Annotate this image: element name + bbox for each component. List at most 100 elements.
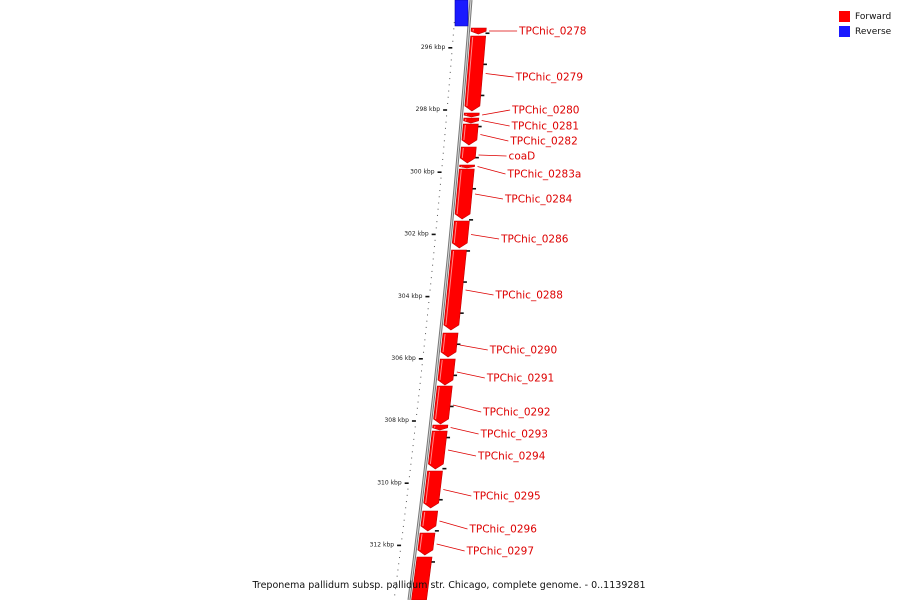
ruler-minor-tick <box>432 264 434 266</box>
gene-label[interactable]: TPChic_0291 <box>486 373 554 385</box>
gene-arrow[interactable] <box>463 117 480 124</box>
gene-arrow[interactable] <box>463 112 480 118</box>
gene-arrow[interactable] <box>437 358 456 386</box>
gene-label-leader <box>459 344 488 351</box>
ruler-major-tick <box>431 233 436 236</box>
ruler-minor-tick <box>448 84 450 86</box>
gene-arrow[interactable] <box>433 385 453 425</box>
gene-arrow[interactable] <box>470 27 487 35</box>
ruler-side-tick <box>442 467 447 470</box>
ruler-side-tick <box>449 405 454 408</box>
gene-arrow-highlight <box>456 169 462 215</box>
gene-label[interactable]: TPChic_0283a <box>507 169 582 181</box>
gene-label-leader <box>485 73 514 78</box>
gene-label[interactable]: TPChic_0279 <box>515 72 583 84</box>
ruler-minor-tick <box>430 283 432 285</box>
gene-arrow[interactable] <box>454 168 475 220</box>
gene-arrow[interactable] <box>443 249 467 331</box>
ruler-minor-tick <box>442 158 444 160</box>
gene-label-leader <box>481 120 510 127</box>
gene-arrow[interactable] <box>459 164 475 169</box>
ruler-minor-tick <box>413 438 415 440</box>
ruler-side-tick <box>446 436 451 439</box>
ruler-tick-label: 308 kbp <box>384 417 409 424</box>
ruler-side-tick <box>453 374 458 377</box>
ruler-major-tick <box>397 544 402 547</box>
gene-arrow[interactable] <box>428 430 448 470</box>
gene-arrow[interactable] <box>459 146 477 164</box>
ruler-minor-tick <box>452 40 454 42</box>
gene-label-leader <box>471 234 500 240</box>
ruler-minor-tick <box>444 127 446 129</box>
gene-arrow[interactable] <box>432 424 449 431</box>
gene-label[interactable]: TPChic_0296 <box>468 524 537 536</box>
gene-arrow[interactable] <box>420 510 439 532</box>
legend-label-forward: Forward <box>855 11 892 22</box>
gene-label[interactable]: TPChic_0297 <box>466 546 534 558</box>
gene-label[interactable]: TPChic_0282 <box>509 136 577 148</box>
gene-label-leader <box>478 154 507 157</box>
gene-arrow-highlight <box>463 124 466 141</box>
legend-label-reverse: Reverse <box>855 26 892 37</box>
gene-label-leader <box>482 109 511 116</box>
ruler-minor-tick <box>394 594 396 596</box>
legend-item-forward: Forward <box>839 9 891 24</box>
gene-label[interactable]: TPChic_0295 <box>472 491 540 503</box>
ruler-minor-tick <box>443 140 445 142</box>
gene-label[interactable]: TPChic_0280 <box>511 105 579 117</box>
ruler-major-tick <box>404 482 409 484</box>
gene-label[interactable]: TPChic_0284 <box>504 194 573 206</box>
ruler-minor-tick <box>405 507 407 509</box>
legend-item-reverse: Reverse <box>839 24 891 39</box>
ruler-tick-label: 306 kbp <box>391 355 416 362</box>
gene-arrow[interactable] <box>423 470 443 509</box>
ruler-side-tick <box>469 219 474 221</box>
ruler-minor-tick <box>418 389 420 391</box>
ruler-minor-tick <box>417 401 419 403</box>
gene-label[interactable]: TPChic_0294 <box>477 451 546 463</box>
ruler-minor-tick <box>437 208 439 210</box>
gene-arrow[interactable] <box>417 532 436 556</box>
gene-arrow[interactable] <box>451 220 470 249</box>
gene-label[interactable]: TPChic_0281 <box>511 121 579 133</box>
ruler-minor-tick <box>449 71 451 73</box>
ruler-minor-tick <box>395 588 397 590</box>
gene-arrow-highlight <box>466 36 474 107</box>
ruler-tick-label: 296 kbp <box>421 44 446 51</box>
ruler-minor-tick <box>402 532 404 534</box>
ruler-minor-tick <box>440 177 442 179</box>
ruler-minor-tick <box>412 445 414 447</box>
gene-label[interactable]: TPChic_0278 <box>518 26 586 38</box>
gene-arrow[interactable] <box>461 123 479 146</box>
gene-label[interactable]: TPChic_0290 <box>489 345 557 357</box>
gene-label-leader <box>450 427 479 435</box>
ruler-minor-tick <box>446 115 448 117</box>
ruler-side-tick <box>466 250 471 252</box>
ruler-major-tick <box>425 295 430 298</box>
gene-arrow-highlight <box>419 533 423 551</box>
gene-arrow-partial[interactable] <box>411 556 433 600</box>
gene-label[interactable]: TPChic_0292 <box>482 407 550 419</box>
ruler-minor-tick <box>414 432 416 434</box>
ruler-side-tick <box>480 94 485 97</box>
gene-arrow[interactable] <box>440 332 459 358</box>
ruler-minor-tick <box>453 22 455 24</box>
ruler-minor-tick <box>419 382 421 384</box>
ruler-major-tick <box>448 47 453 49</box>
gene-arrow[interactable] <box>464 35 487 112</box>
reverse-gene-arrow[interactable] <box>454 0 469 27</box>
ruler-minor-tick <box>439 190 441 192</box>
ruler-minor-tick <box>453 28 455 30</box>
ruler-minor-tick <box>424 339 426 341</box>
gene-label[interactable]: TPChic_0288 <box>495 290 563 302</box>
ruler-side-tick <box>474 156 479 159</box>
gene-label[interactable]: coaD <box>509 151 536 163</box>
gene-arrow-highlight <box>453 221 457 244</box>
ruler-minor-tick <box>443 146 445 148</box>
ruler-tick-label: 298 kbp <box>416 106 441 113</box>
ruler-minor-tick <box>421 364 423 366</box>
gene-label[interactable]: TPChic_0293 <box>480 429 548 441</box>
ruler-minor-tick <box>425 333 427 335</box>
gene-label[interactable]: TPChic_0286 <box>500 234 569 246</box>
